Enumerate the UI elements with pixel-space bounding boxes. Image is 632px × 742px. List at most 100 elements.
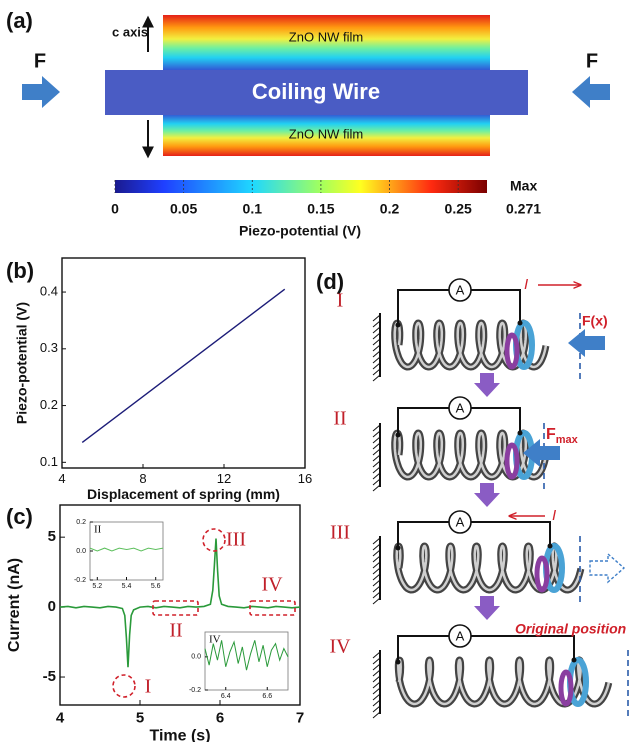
x-tick-label: 6.4	[221, 693, 231, 700]
wall-hatch	[372, 681, 381, 689]
force-label: Fmax	[546, 426, 579, 446]
wall-hatch	[372, 338, 381, 346]
ammeter	[448, 396, 472, 420]
x-tick-label: 16	[298, 471, 312, 486]
x-tick-label: 5.2	[92, 583, 102, 590]
circuit-node	[571, 657, 577, 663]
circuit	[397, 521, 551, 548]
plot-frame	[59, 504, 301, 706]
wall-hatch	[372, 699, 381, 707]
wall-hatch	[372, 579, 381, 587]
plot-frame	[204, 631, 289, 691]
force-subscript: max	[556, 434, 579, 446]
original-position-label: Original position	[515, 621, 626, 637]
annotation: IV	[261, 574, 283, 596]
wall-hatch	[372, 472, 381, 480]
wall-hatch	[372, 711, 381, 719]
spring-tip	[534, 555, 550, 593]
c-axis-label: c axis	[112, 24, 148, 39]
circuit-node	[395, 322, 401, 328]
wall-hatch	[372, 555, 381, 563]
x-tick-label: 4	[56, 709, 65, 726]
ammeter	[448, 624, 472, 648]
spring-tip	[558, 669, 574, 707]
wall-hatch	[372, 314, 381, 322]
x-tick-label: 6.6	[262, 693, 272, 700]
wall-hatch	[372, 484, 381, 492]
wire-label: Coiling Wire	[252, 79, 380, 104]
ammeter	[448, 278, 472, 302]
wall-hatch	[372, 332, 381, 340]
spring-tip	[504, 442, 520, 480]
data-line	[204, 640, 289, 671]
annotation-marker	[152, 600, 199, 616]
wall-hatch	[372, 597, 381, 605]
data-line	[89, 547, 164, 552]
circuit-node	[517, 320, 523, 326]
panel-label: (c)	[6, 504, 33, 529]
y-tick-label: 0.0	[191, 654, 201, 661]
annotation: III	[226, 529, 246, 551]
wall-hatch	[372, 573, 381, 581]
colorbar-tick-label: 0	[111, 201, 119, 217]
colorbar-tick-label: 0.15	[307, 201, 334, 217]
force-arrow	[523, 439, 560, 467]
x-axis-label: Time (s)	[149, 728, 210, 742]
y-axis-label: Piezo-potential (V)	[14, 302, 30, 424]
y-tick-label: 0	[48, 598, 56, 615]
plot-frame	[61, 257, 306, 469]
y-tick-label: 0.1	[40, 454, 58, 469]
force-arrow	[568, 329, 605, 357]
inset-title: IV	[209, 634, 221, 646]
stage-label: II	[333, 408, 346, 430]
film-label: ZnO NW film	[289, 126, 363, 141]
colorbar-tick-label: 0.2	[380, 201, 400, 217]
annotation-marker	[112, 674, 136, 698]
circuit-node	[395, 432, 401, 438]
wall-hatch	[372, 326, 381, 334]
wall-hatch	[372, 537, 381, 545]
x-tick-label: 6	[216, 709, 224, 726]
colorbar-tick-label: 0.1	[243, 201, 263, 217]
y-tick-label: -5	[43, 668, 56, 685]
step-arrow	[474, 483, 500, 507]
wall-hatch	[372, 454, 381, 462]
colorbar-tick-label: 0.25	[445, 201, 472, 217]
wall-hatch	[372, 669, 381, 677]
x-tick-label: 5.6	[151, 583, 161, 590]
force-label: F	[586, 50, 598, 72]
y-tick-label: -0.2	[189, 687, 201, 694]
step-arrow	[474, 596, 500, 620]
force-arrow	[22, 76, 60, 108]
wall-hatch	[372, 651, 381, 659]
annotation-marker	[249, 600, 296, 616]
film-bottom	[163, 113, 490, 156]
y-tick-label: 0.2	[76, 519, 86, 526]
wall-hatch	[372, 344, 381, 352]
x-axis-label: Displacement of spring (mm)	[87, 486, 280, 502]
film-top	[163, 15, 490, 72]
wall-hatch	[372, 442, 381, 450]
y-tick-label: 0.0	[76, 548, 86, 555]
force-symbol: F	[546, 426, 556, 443]
x-tick-label: 5	[136, 709, 144, 726]
wall-hatch	[372, 448, 381, 456]
stage-label: III	[330, 522, 350, 544]
force-label: F	[34, 50, 46, 72]
wall-hatch	[372, 687, 381, 695]
circuit	[397, 635, 575, 662]
wall-hatch	[372, 460, 381, 468]
y-axis-label: Current (nA)	[6, 558, 23, 652]
ammeter-label: A	[456, 628, 465, 643]
wall-hatch	[372, 350, 381, 358]
force-arrow	[572, 76, 610, 108]
ammeter-label: A	[456, 514, 465, 529]
colorbar	[115, 180, 487, 193]
x-tick-label: 5.4	[122, 583, 132, 590]
wall-hatch	[372, 368, 381, 376]
wall-hatch	[372, 567, 381, 575]
wall-hatch	[372, 561, 381, 569]
wall-hatch	[372, 320, 381, 328]
